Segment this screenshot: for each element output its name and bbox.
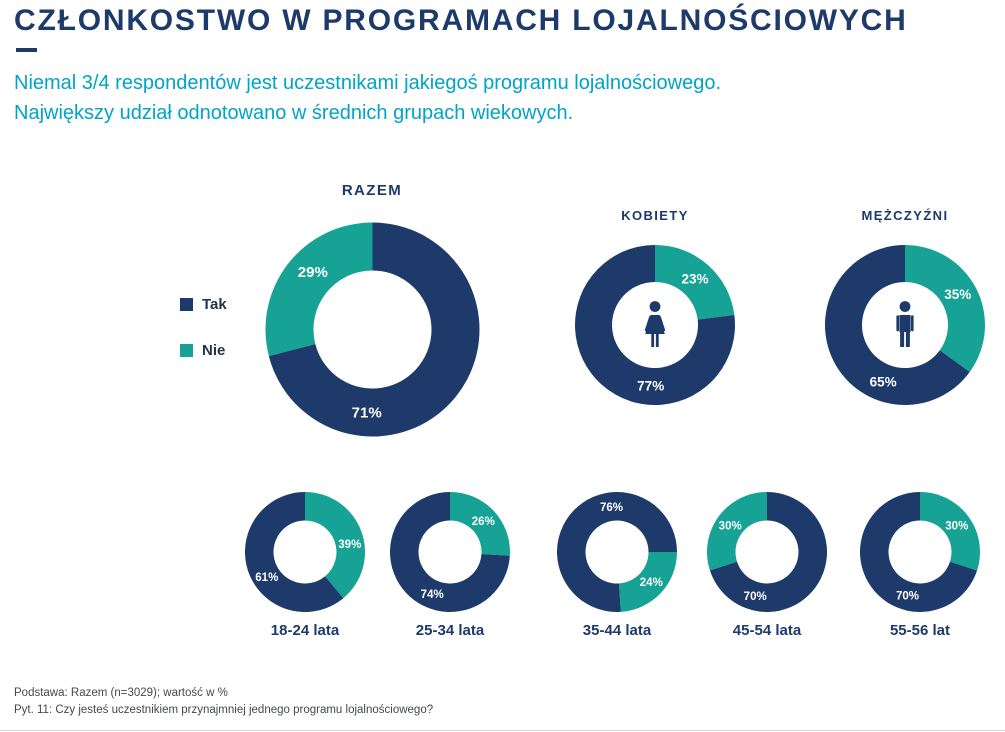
- donut-svg: 70% 30%: [859, 492, 980, 612]
- donut-segment-tak: [557, 491, 677, 612]
- percent-label: 77%: [637, 379, 664, 394]
- donut-segment-tak: [575, 245, 736, 405]
- footer-question-note: Pyt. 11: Czy jesteś uczestnikiem przynaj…: [14, 704, 434, 716]
- percent-label: 30%: [719, 520, 742, 532]
- age-group-label-45-54: 45-54 lata: [732, 622, 802, 639]
- donut-svg: 74% 26%: [389, 492, 510, 612]
- donut-chart-18-24: 61% 39%: [245, 492, 366, 612]
- age-group-label-55-56: 55-56 lat: [889, 622, 951, 639]
- age-group-label-25-34: 25-34 lata: [415, 622, 485, 639]
- chart-legend: Tak Nie: [180, 296, 227, 388]
- page-title: CZŁONKOSTWO W PROGRAMACH LOJALNOŚCIOWYCH: [14, 4, 908, 37]
- woman-icon: [644, 301, 666, 347]
- percent-label: 39%: [338, 539, 361, 551]
- percent-label: 70%: [896, 591, 919, 603]
- percent-label: 35%: [944, 287, 971, 302]
- donut-segment-nie: [450, 492, 510, 556]
- age-group-label-18-24: 18-24 lata: [270, 622, 340, 639]
- subtitle-line-2: Największy udział odnotowano w średnich …: [14, 102, 574, 124]
- donut-chart-45-54: 70% 30%: [707, 492, 828, 612]
- donut-chart-mezczyzni: 65% 35%: [824, 244, 985, 405]
- footer-base-note: Podstawa: Razem (n=3029); wartość w %: [14, 687, 228, 699]
- donut-segment-nie: [618, 552, 677, 612]
- donut-svg: 71% 29%: [265, 222, 480, 437]
- legend-item-tak: Tak: [180, 296, 227, 313]
- subtitle: Niemal 3/4 respondentów jest uczestnikam…: [14, 68, 721, 128]
- donut-segment-nie: [920, 492, 980, 571]
- donut-svg: 65% 35%: [824, 244, 985, 405]
- donut-segment-tak: [245, 492, 344, 612]
- legend-swatch-nie: [180, 344, 193, 357]
- percent-label: 70%: [744, 591, 767, 603]
- donut-segment-tak: [824, 244, 970, 405]
- age-group-label-35-44: 35-44 lata: [582, 622, 652, 639]
- chart-title-razem: RAZEM: [341, 182, 403, 199]
- donut-svg: 70% 30%: [707, 492, 828, 612]
- donut-segment-nie: [905, 245, 985, 373]
- donut-svg: 76% 24%: [557, 491, 677, 612]
- chart-title-mezczyzni: MĘŻCZYŹNI: [861, 208, 949, 223]
- bottom-divider: [0, 730, 1005, 731]
- percent-label: 71%: [352, 405, 382, 422]
- donut-chart-55-56: 70% 30%: [859, 492, 980, 612]
- donut-segment-nie: [265, 222, 373, 357]
- donut-segment-nie: [707, 492, 767, 571]
- man-icon: [896, 301, 914, 347]
- percent-label: 61%: [255, 572, 278, 584]
- donut-svg: 61% 39%: [245, 492, 366, 612]
- percent-label: 26%: [472, 516, 495, 528]
- donut-segment-tak: [859, 492, 978, 612]
- title-underline: [16, 48, 37, 52]
- percent-label: 29%: [298, 264, 328, 281]
- donut-chart-razem: 71% 29%: [265, 222, 480, 437]
- donut-chart-kobiety: 77% 23%: [575, 245, 736, 405]
- percent-label: 65%: [870, 375, 897, 390]
- chart-title-kobiety: KOBIETY: [621, 208, 689, 223]
- percent-label: 76%: [600, 502, 623, 514]
- percent-label: 24%: [640, 577, 663, 589]
- legend-swatch-tak: [180, 298, 193, 311]
- donut-chart-35-44: 76% 24%: [557, 491, 677, 612]
- donut-svg: 77% 23%: [575, 245, 736, 405]
- percent-label: 74%: [421, 589, 444, 601]
- percent-label: 30%: [945, 520, 968, 532]
- donut-segment-tak: [709, 492, 828, 612]
- legend-label-tak: Tak: [202, 296, 227, 313]
- donut-segment-tak: [268, 222, 480, 437]
- legend-label-nie: Nie: [202, 342, 226, 359]
- donut-segment-nie: [305, 492, 366, 599]
- donut-segment-tak: [389, 492, 510, 612]
- subtitle-line-1: Niemal 3/4 respondentów jest uczestnikam…: [14, 72, 722, 94]
- percent-label: 23%: [681, 272, 708, 287]
- legend-item-nie: Nie: [180, 342, 227, 359]
- donut-segment-nie: [655, 245, 735, 320]
- donut-chart-25-34: 74% 26%: [389, 492, 510, 612]
